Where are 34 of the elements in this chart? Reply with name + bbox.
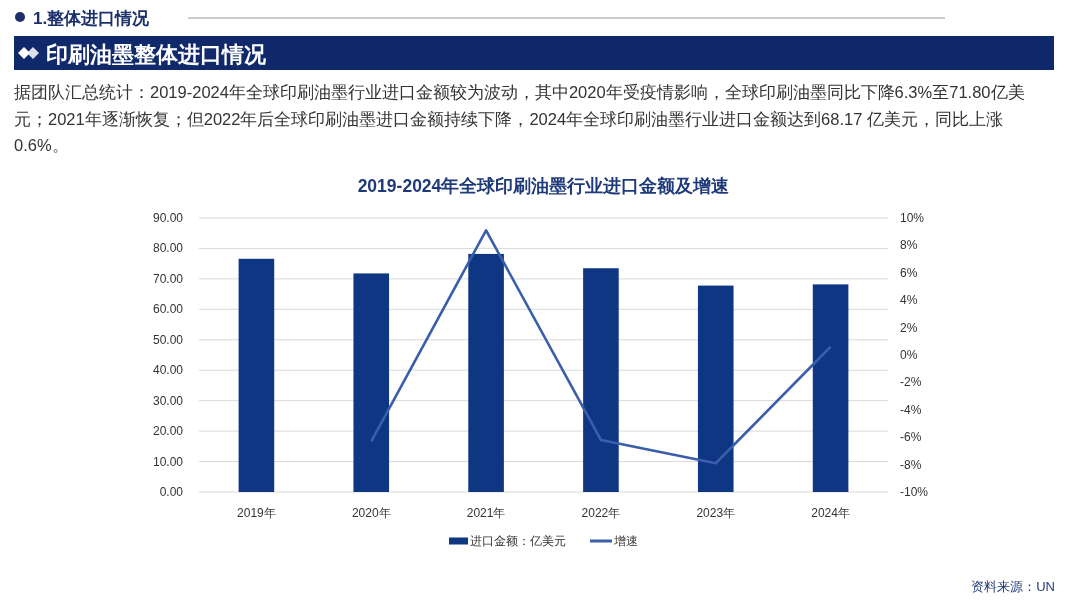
x-tick-label: 2019年 [237,506,276,520]
y-tick-label: 50.00 [152,332,184,347]
y2-tick-label: 8% [900,238,918,253]
y-tick-label: 10.00 [152,454,184,469]
y2-tick-label: 10% [900,211,925,225]
y2-tick-label: -4% [900,402,922,417]
x-tick-label: 2020年 [351,506,391,520]
x-tick-label: 2022年 [581,506,621,520]
y-tick-label: 30.00 [152,393,184,408]
x-tick-label: 2024年 [811,506,850,520]
y-tick-label: 20.00 [152,424,184,439]
legend-label: 增速 [613,534,638,548]
y2-tick-label: -6% [900,430,922,445]
chart-title: 2019-2024年全球印刷油墨行业进口金额及增速 [357,176,730,196]
y-tick-label: 60.00 [152,302,184,317]
y-tick-label: 80.00 [152,241,184,256]
y2-tick-label: 4% [900,293,918,308]
y2-tick-label: 6% [900,265,918,280]
x-tick-label: 2023年 [696,506,736,520]
text: 印刷油墨整体进口情况 [46,42,267,67]
y2-tick-label: 2% [900,320,918,335]
text: 资料来源：UN [971,579,1055,594]
legend-label: 进口金额：亿美元 [470,534,566,548]
y-tick-label: 70.00 [152,271,184,286]
y-tick-label: 0.00 [159,485,184,499]
y2-tick-label: 0% [900,348,918,362]
y2-tick-label: -8% [900,457,922,472]
x-tick-label: 2021年 [466,506,506,520]
text: 1.整体进口情况 [33,9,151,28]
y-tick-label: 40.00 [152,363,184,378]
y-tick-label: 90.00 [152,211,184,225]
y2-tick-label: -2% [900,375,922,390]
y2-tick-label: -10% [900,485,929,499]
chart-subtitle: 据团队汇总统计：2019-2024年全球印刷油墨行业进口金额较为波动，其中2020年受疫情影响，全球印刷油墨同比下降6.3%至71.80亿美元；2021年逐渐恢复；但2022年后全球印刷油墨进口金额持续下降，2024年全球印刷油墨行业进口金额达到68.17 亿美元，同比上涨0.6%。 [14,82,1026,156]
